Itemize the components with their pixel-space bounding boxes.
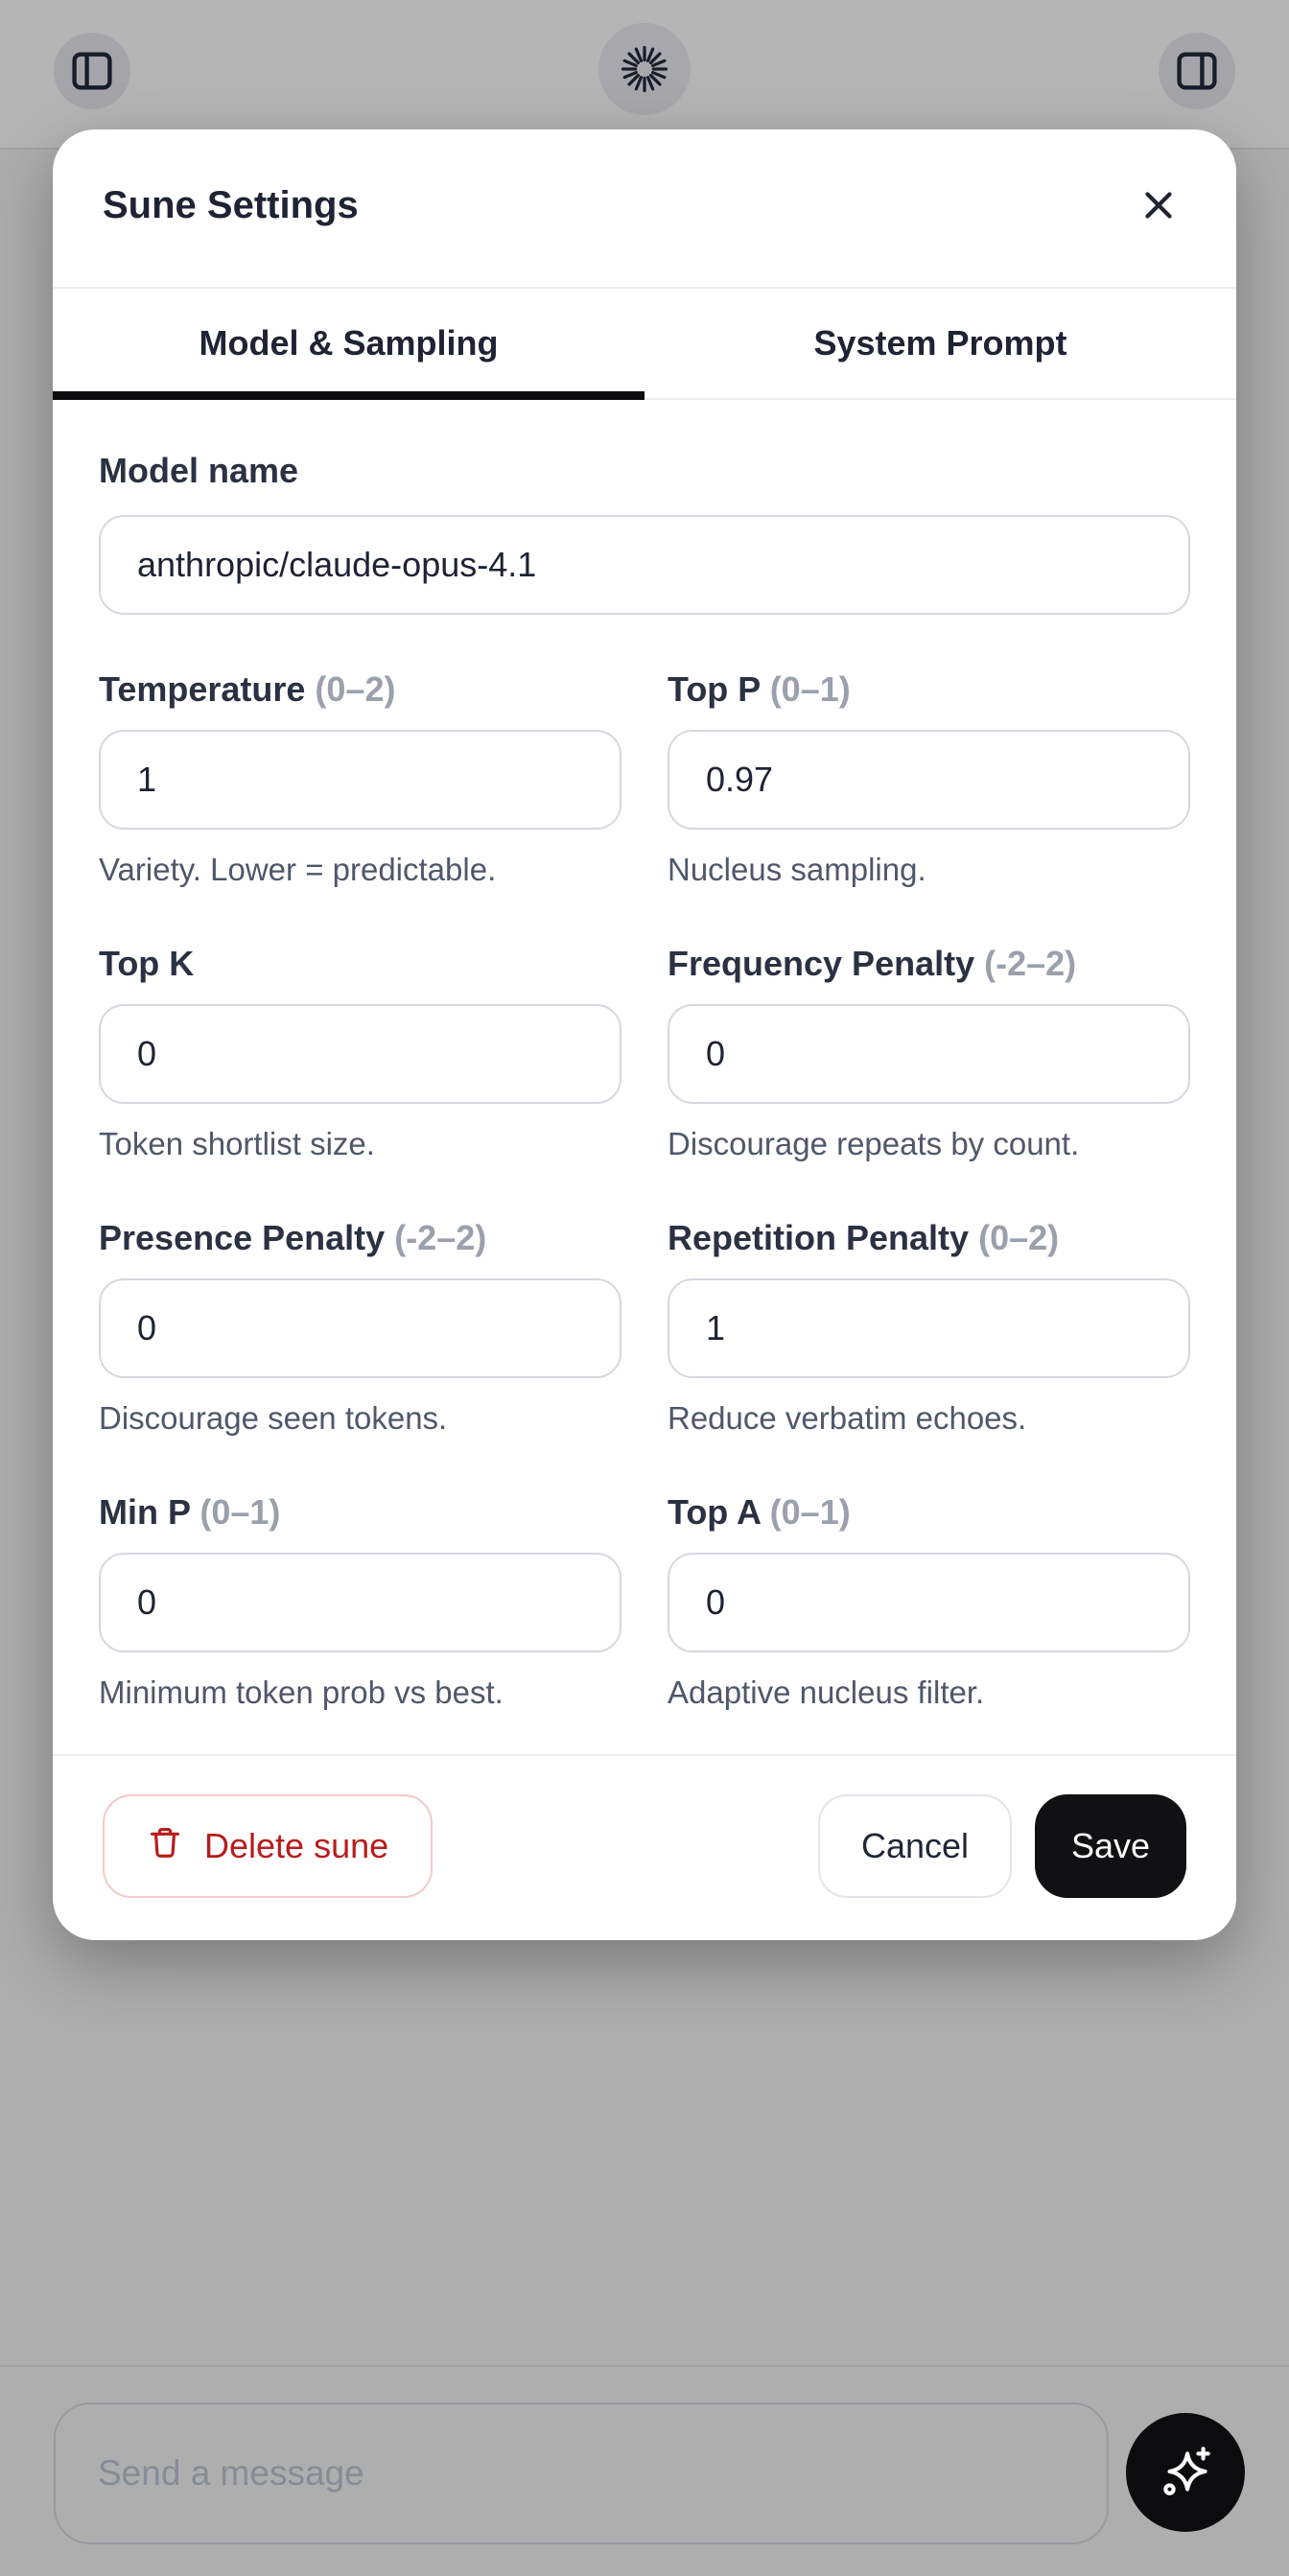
repetition-penalty-range: (0–2) (978, 1218, 1060, 1257)
top-a-range: (0–1) (769, 1492, 851, 1532)
sune-settings-dialog: Sune Settings Model & Sampling System Pr… (53, 129, 1236, 1940)
repetition-penalty-input[interactable] (668, 1278, 1190, 1378)
x-icon (1137, 192, 1181, 230)
dialog-content: Model name Temperature (0–2) Variety. Lo… (53, 400, 1236, 1754)
temperature-input[interactable] (99, 730, 621, 830)
tab-system-prompt[interactable]: System Prompt (644, 289, 1236, 398)
frequency-penalty-label: Frequency Penalty (668, 944, 975, 983)
message-input[interactable] (54, 2402, 1109, 2544)
top-a-input[interactable] (668, 1553, 1190, 1652)
model-name-input[interactable] (99, 515, 1190, 615)
frequency-penalty-field: Frequency Penalty (-2–2) Discourage repe… (668, 943, 1190, 1163)
save-button[interactable]: Save (1035, 1794, 1186, 1898)
top-p-range: (0–1) (769, 669, 851, 709)
tab-model-sampling[interactable]: Model & Sampling (53, 289, 644, 400)
dialog-footer: Delete sune Cancel Save (53, 1754, 1236, 1940)
starburst-icon (616, 40, 673, 98)
panel-right-icon (1172, 46, 1222, 96)
top-a-help: Adaptive nucleus filter. (668, 1674, 985, 1710)
footer-actions: Cancel Save (818, 1794, 1186, 1898)
min-p-help: Minimum token prob vs best. (99, 1674, 504, 1710)
frequency-penalty-range: (-2–2) (984, 944, 1077, 983)
temperature-range: (0–2) (315, 669, 396, 709)
top-p-input[interactable] (668, 730, 1190, 830)
dialog-tabs: Model & Sampling System Prompt (53, 289, 1236, 400)
model-name-label: Model name (99, 451, 299, 490)
top-k-label: Top K (99, 944, 195, 983)
repetition-penalty-field: Repetition Penalty (0–2) Reduce verbatim… (668, 1217, 1190, 1438)
repetition-penalty-help: Reduce verbatim echoes. (668, 1400, 1027, 1436)
temperature-help: Variety. Lower = predictable. (99, 852, 497, 887)
top-k-input[interactable] (99, 1004, 621, 1104)
trash-icon (147, 1824, 183, 1869)
min-p-range: (0–1) (199, 1492, 281, 1532)
close-button[interactable] (1131, 177, 1186, 233)
presence-penalty-help: Discourage seen tokens. (99, 1400, 448, 1436)
top-a-field: Top A (0–1) Adaptive nucleus filter. (668, 1491, 1190, 1712)
top-k-field: Top K Token shortlist size. (99, 943, 621, 1163)
panel-left-icon (67, 46, 117, 96)
model-spinner-button[interactable] (598, 23, 691, 115)
frequency-penalty-help: Discourage repeats by count. (668, 1126, 1080, 1161)
right-sidebar-toggle-button[interactable] (1159, 33, 1235, 109)
min-p-field: Min P (0–1) Minimum token prob vs best. (99, 1491, 621, 1712)
presence-penalty-input[interactable] (99, 1278, 621, 1378)
ai-compose-button[interactable] (1126, 2413, 1245, 2532)
presence-penalty-range: (-2–2) (394, 1218, 487, 1257)
delete-sune-button[interactable]: Delete sune (103, 1794, 434, 1898)
left-sidebar-toggle-button[interactable] (54, 33, 130, 109)
presence-penalty-field: Presence Penalty (-2–2) Discourage seen … (99, 1217, 621, 1438)
composer-divider (0, 2365, 1289, 2367)
top-p-help: Nucleus sampling. (668, 852, 926, 887)
temperature-field: Temperature (0–2) Variety. Lower = predi… (99, 668, 621, 889)
min-p-input[interactable] (99, 1553, 621, 1652)
top-p-label: Top P (668, 669, 761, 709)
min-p-label: Min P (99, 1492, 191, 1532)
sparkles-icon (1154, 2440, 1217, 2506)
dialog-header: Sune Settings (53, 129, 1236, 289)
presence-penalty-label: Presence Penalty (99, 1218, 386, 1257)
top-k-help: Token shortlist size. (99, 1126, 375, 1161)
cancel-button[interactable]: Cancel (818, 1794, 1012, 1898)
top-p-field: Top P (0–1) Nucleus sampling. (668, 668, 1190, 889)
frequency-penalty-input[interactable] (668, 1004, 1190, 1104)
top-a-label: Top A (668, 1492, 761, 1532)
temperature-label: Temperature (99, 669, 306, 709)
delete-sune-label: Delete sune (204, 1826, 389, 1865)
repetition-penalty-label: Repetition Penalty (668, 1218, 970, 1257)
dialog-title: Sune Settings (103, 183, 359, 226)
